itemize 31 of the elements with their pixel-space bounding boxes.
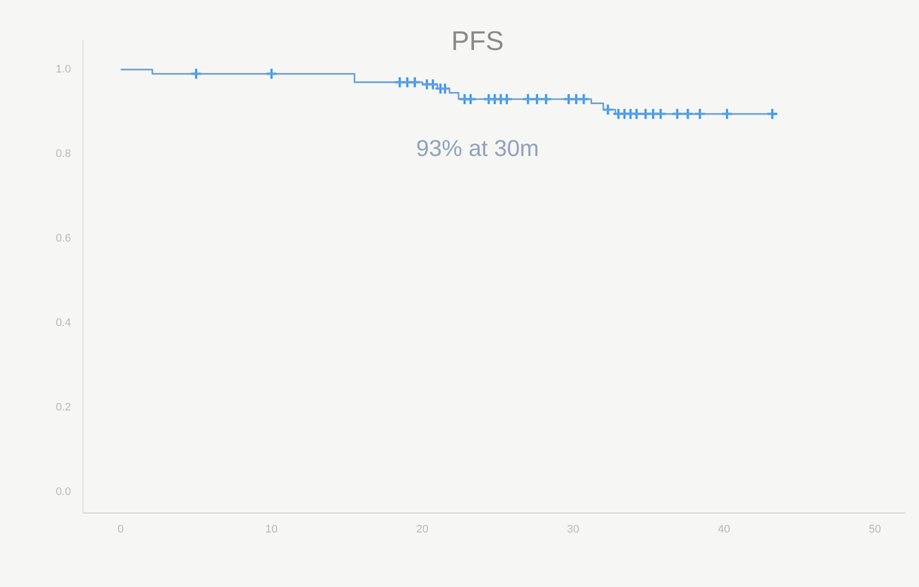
- point: [464, 93, 477, 106]
- chart-title: PFS: [451, 26, 504, 56]
- point: [265, 68, 278, 80]
- point: [720, 108, 734, 120]
- point: [540, 93, 552, 106]
- point: [654, 108, 667, 120]
- x-tick-label: 30: [567, 524, 580, 536]
- point: [190, 68, 202, 80]
- point: [408, 76, 421, 88]
- point: [602, 104, 614, 116]
- y-tick-label: 0.6: [56, 232, 71, 245]
- point: [530, 93, 544, 106]
- y-tick-label: 0.4: [56, 316, 71, 329]
- y-tick-label: 0.2: [56, 401, 71, 414]
- x-tick-label: 0: [118, 524, 124, 536]
- point: [671, 108, 684, 120]
- y-tick-label: 0.8: [56, 148, 71, 160]
- x-tick-label: 20: [416, 524, 428, 536]
- x-tick-label: 50: [868, 524, 881, 536]
- point: [682, 108, 694, 120]
- annotation: 93% at 30m: [416, 134, 539, 161]
- y-tick-label: 1.0: [56, 64, 71, 76]
- point: [500, 93, 513, 106]
- point: [522, 93, 534, 106]
- point: [630, 108, 643, 120]
- point: [578, 93, 590, 106]
- point: [694, 108, 706, 120]
- point: [766, 108, 778, 120]
- y-tick-label: 0.0: [56, 486, 71, 498]
- x-tick-label: 10: [265, 524, 278, 536]
- x-tick-label: 40: [718, 524, 730, 536]
